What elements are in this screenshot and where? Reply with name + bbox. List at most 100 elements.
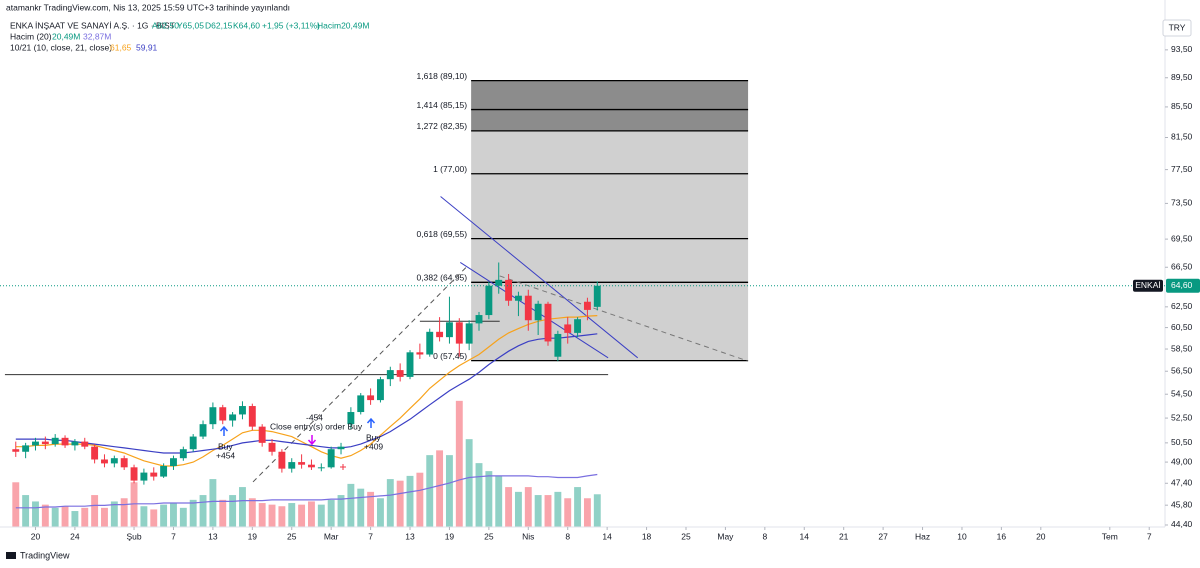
y-tick-label: 45,80 [1171, 499, 1193, 509]
candle-body [120, 458, 128, 468]
volume-bar [524, 487, 532, 527]
candle-body [61, 437, 69, 446]
publisher: atamankr TradingView.com, Nis 13, 2025 1… [6, 2, 290, 12]
y-tick-label: 77,50 [1171, 164, 1193, 174]
volume-bar [347, 483, 355, 527]
candle-body [357, 395, 365, 413]
candle-body [189, 436, 197, 450]
candle-body [455, 322, 463, 344]
volume-bar [475, 463, 483, 527]
logo-text: TradingView [20, 550, 70, 560]
candle-body [485, 285, 493, 316]
annotation: Buy [366, 432, 381, 442]
candle-body [81, 441, 89, 447]
volume-bar [436, 450, 444, 527]
volume-bar [426, 455, 434, 527]
volume-bar [229, 495, 237, 527]
volume-bar [445, 455, 453, 527]
volume-bar [574, 487, 582, 527]
currency[interactable]: TRY [1169, 22, 1186, 32]
candle-body [258, 426, 266, 443]
candle-body [41, 441, 49, 445]
volume: Hacim20,49M [317, 20, 369, 30]
candle-body [219, 407, 227, 421]
volume-bar [91, 495, 99, 527]
candle-body [199, 424, 207, 437]
volume-bar [81, 507, 89, 527]
volume-bar [32, 501, 39, 527]
volume-bar [514, 491, 522, 527]
x-tick-label: 7 [1147, 531, 1152, 541]
x-tick-label: 24 [70, 531, 80, 541]
y-tick-label: 58,50 [1171, 343, 1193, 353]
volume-bar [327, 499, 335, 527]
x-tick-label: 8 [762, 531, 767, 541]
candle-body [534, 303, 542, 321]
candle-body [426, 331, 434, 355]
volume-bar [455, 400, 463, 527]
candle-body [583, 301, 591, 310]
x-tick-label: 13 [405, 531, 415, 541]
candle-body [229, 414, 237, 421]
x-tick-label: 13 [208, 531, 218, 541]
cross-marker [340, 464, 346, 470]
fib-label: 1 (77,00) [433, 164, 467, 174]
x-tick-label: 19 [445, 531, 455, 541]
candle-body [396, 370, 404, 377]
volume-bar [505, 487, 513, 527]
volume-bar [268, 504, 276, 527]
y-tick-label: 62,50 [1171, 301, 1193, 311]
volume-bar [170, 503, 177, 527]
trend-line [460, 262, 609, 359]
candle-body [140, 472, 148, 481]
candle-body [32, 441, 39, 446]
volume-bar [357, 488, 365, 527]
candle-body [505, 279, 513, 301]
volume-bar [376, 498, 384, 527]
trend-line [252, 265, 468, 483]
volume-bar [61, 506, 69, 527]
volume-bar [22, 495, 30, 527]
x-tick-label: Haz [915, 531, 930, 541]
candle-body [150, 472, 158, 477]
x-tick-label: 25 [681, 531, 691, 541]
candle-body [445, 322, 453, 338]
y-tick-label: 89,50 [1171, 72, 1193, 82]
volume-bar [386, 479, 394, 527]
logo-mark [6, 552, 16, 559]
volume-study: Hacim (20) [10, 31, 52, 41]
y-tick-label: 52,50 [1171, 412, 1193, 422]
candle-body [12, 449, 20, 452]
change: +1,95 (+3,11%) [262, 20, 320, 30]
x-tick-label: 20 [31, 531, 41, 541]
volume-bar [189, 499, 197, 527]
volume-bar [258, 503, 266, 527]
candle-body [475, 315, 483, 324]
candle-body [495, 279, 503, 286]
candle-body [278, 451, 286, 469]
symbol-tag: ENKAİ [1135, 280, 1161, 290]
volume-bar [396, 480, 404, 527]
volume-bar [219, 499, 227, 527]
y-tick-label: 50,50 [1171, 437, 1193, 447]
volume-bar [120, 498, 128, 527]
candle-body [308, 464, 315, 468]
fib-label: 1,414 (85,15) [417, 100, 468, 110]
volume-bar [406, 475, 414, 527]
buy-arrow [366, 417, 376, 428]
volume-bar [554, 491, 562, 527]
y-tick-label: 85,50 [1171, 101, 1193, 111]
volume-bar [367, 491, 375, 527]
x-tick-label: 14 [800, 531, 810, 541]
candle-body [544, 303, 552, 342]
volume-bar [534, 495, 542, 527]
x-tick-label: 27 [878, 531, 888, 541]
candle-body [91, 446, 99, 460]
candle-body [347, 412, 355, 425]
currency-box[interactable] [1162, 19, 1192, 37]
volume-bar [41, 504, 49, 527]
candle-body [337, 446, 345, 450]
x-tick-label: 19 [248, 531, 258, 541]
symbol: ENKA İNŞAAT VE SANAYİ A.Ş. · 1G · BIST [10, 20, 175, 30]
